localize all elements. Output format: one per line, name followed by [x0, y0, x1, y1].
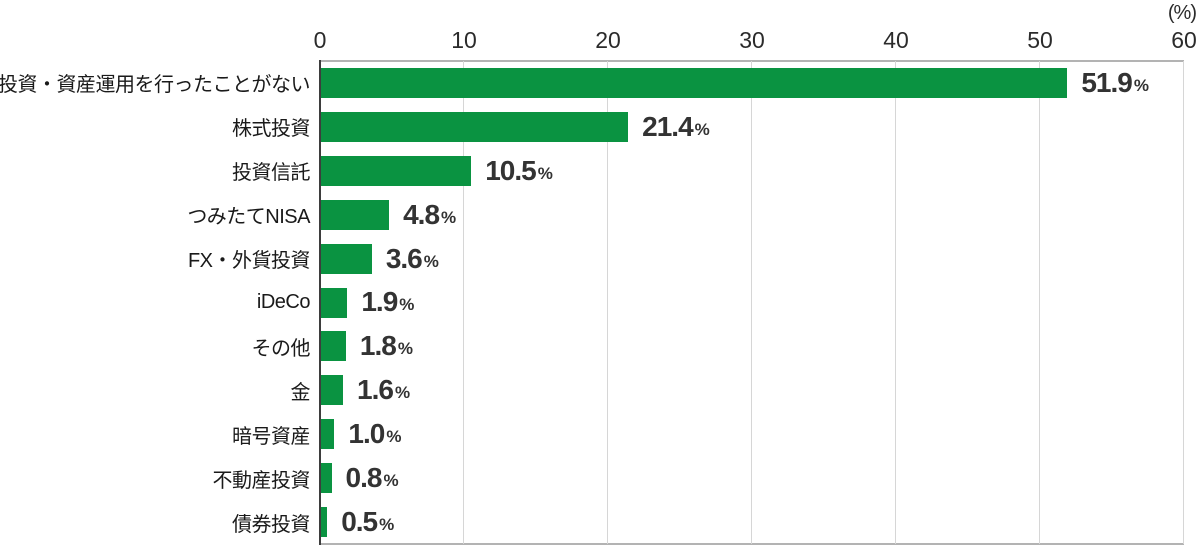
bar: [320, 375, 344, 406]
value-percent-sign: %: [394, 383, 411, 403]
gridline: [462, 61, 464, 544]
value-label: 51.9%: [1081, 61, 1149, 105]
value-percent-sign: %: [379, 515, 395, 535]
category-label: 投資信託: [232, 162, 311, 185]
category-label: iDeCo: [256, 290, 311, 313]
x-axis-ticks: 0 10 20 30 40 50 60: [314, 22, 1197, 54]
x-axis-tick-label: 40: [883, 27, 909, 53]
category-label: 金: [290, 381, 311, 404]
value-percent-sign: %: [441, 207, 457, 227]
value-label: 10.5%: [485, 149, 553, 193]
x-axis-tick-label: 10: [451, 27, 477, 53]
value-label: 3.6%: [386, 237, 439, 281]
plot-area: 51.9% 21.4% 10.5% 4.8% 3.6% 1.9% 1.8% 1.6% 1.0% 0…: [319, 60, 1184, 545]
x-axis-tick-label: 30: [739, 27, 765, 53]
bar: [320, 199, 390, 230]
category-label: 債券投資: [232, 513, 311, 536]
value-percent-sign: %: [399, 295, 415, 315]
value-number: 0.8: [345, 462, 383, 494]
bar: [320, 67, 1068, 98]
bar: [320, 243, 372, 274]
value-label: 21.4%: [642, 105, 710, 149]
value-number: 51.9: [1081, 66, 1132, 98]
value-label: 0.5%: [341, 500, 394, 544]
x-axis-tick-label: 20: [595, 27, 621, 53]
value-number: 1.0: [348, 418, 385, 450]
gridline: [606, 61, 608, 544]
value-label: 4.8%: [403, 193, 456, 237]
category-label: 投資・資産運用を行ったことがない: [0, 74, 311, 97]
x-axis-tick-label: 0: [313, 27, 327, 53]
y-axis-line: [319, 60, 321, 545]
x-axis-tick-label: 60: [1171, 27, 1197, 53]
value-percent-sign: %: [386, 427, 402, 447]
value-number: 1.9: [361, 286, 398, 318]
category-label: その他: [251, 337, 311, 360]
value-label: 1.6%: [357, 368, 410, 412]
bar: [320, 463, 332, 494]
value-percent-sign: %: [423, 251, 439, 271]
value-percent-sign: %: [537, 163, 553, 183]
category-label: 不動産投資: [212, 469, 311, 492]
value-percent-sign: %: [1133, 75, 1149, 95]
value-percent-sign: %: [383, 471, 399, 491]
value-number: 1.6: [357, 374, 394, 406]
category-label: 株式投資: [232, 118, 311, 141]
gridline: [751, 61, 752, 544]
category-label: FX・外貨投資: [187, 250, 311, 273]
bar: [320, 111, 629, 142]
value-number: 3.6: [385, 242, 423, 274]
gridline: [894, 61, 896, 544]
bar: [320, 507, 328, 538]
bar: [320, 331, 346, 362]
plot-top-border: [320, 60, 1184, 62]
category-label: 暗号資産: [232, 425, 311, 448]
plot-bottom-border: [320, 543, 1184, 545]
value-label: 1.8%: [360, 324, 413, 368]
value-percent-sign: %: [397, 339, 413, 359]
value-number: 10.5: [485, 154, 536, 186]
bar: [320, 155, 472, 186]
value-label: 1.9%: [361, 281, 414, 325]
value-number: 0.5: [341, 506, 378, 538]
x-axis-tick-label: 50: [1027, 27, 1053, 53]
value-label: 0.8%: [346, 456, 399, 500]
value-number: 1.8: [359, 330, 397, 362]
axis-unit-label: (%): [1167, 2, 1197, 24]
bar: [320, 287, 348, 318]
value-percent-sign: %: [694, 119, 710, 139]
category-label: つみたてNISA: [187, 206, 310, 229]
value-label: 1.0%: [348, 412, 401, 456]
value-number: 4.8: [403, 198, 440, 230]
category-labels: 投資・資産運用を行ったことがない株式投資投資信託つみたてNISA FX・外貨投資 i…: [0, 61, 311, 544]
value-number: 21.4: [642, 110, 693, 142]
gridline: [1183, 61, 1184, 544]
bar: [320, 419, 335, 450]
gridline: [1039, 61, 1040, 544]
